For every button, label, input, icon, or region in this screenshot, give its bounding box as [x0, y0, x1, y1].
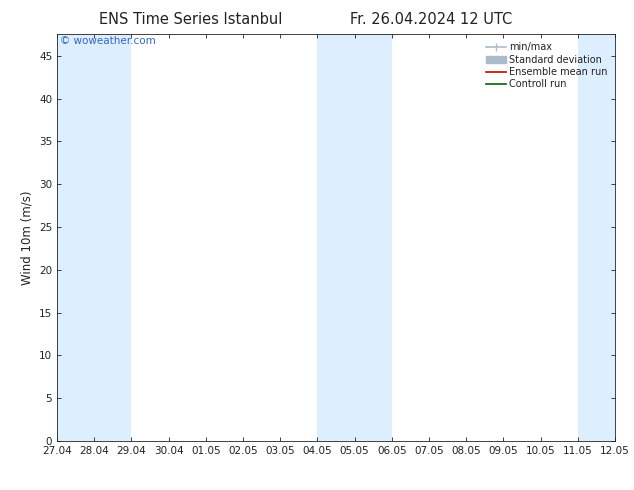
- Bar: [94, 34, 131, 441]
- Bar: [57, 34, 94, 441]
- Legend: min/max, Standard deviation, Ensemble mean run, Controll run: min/max, Standard deviation, Ensemble me…: [483, 39, 610, 92]
- Y-axis label: Wind 10m (m/s): Wind 10m (m/s): [20, 191, 34, 285]
- Text: Fr. 26.04.2024 12 UTC: Fr. 26.04.2024 12 UTC: [350, 12, 512, 27]
- Bar: [578, 34, 615, 441]
- Text: © woweather.com: © woweather.com: [60, 36, 155, 47]
- Text: ENS Time Series Istanbul: ENS Time Series Istanbul: [98, 12, 282, 27]
- Bar: [318, 34, 392, 441]
